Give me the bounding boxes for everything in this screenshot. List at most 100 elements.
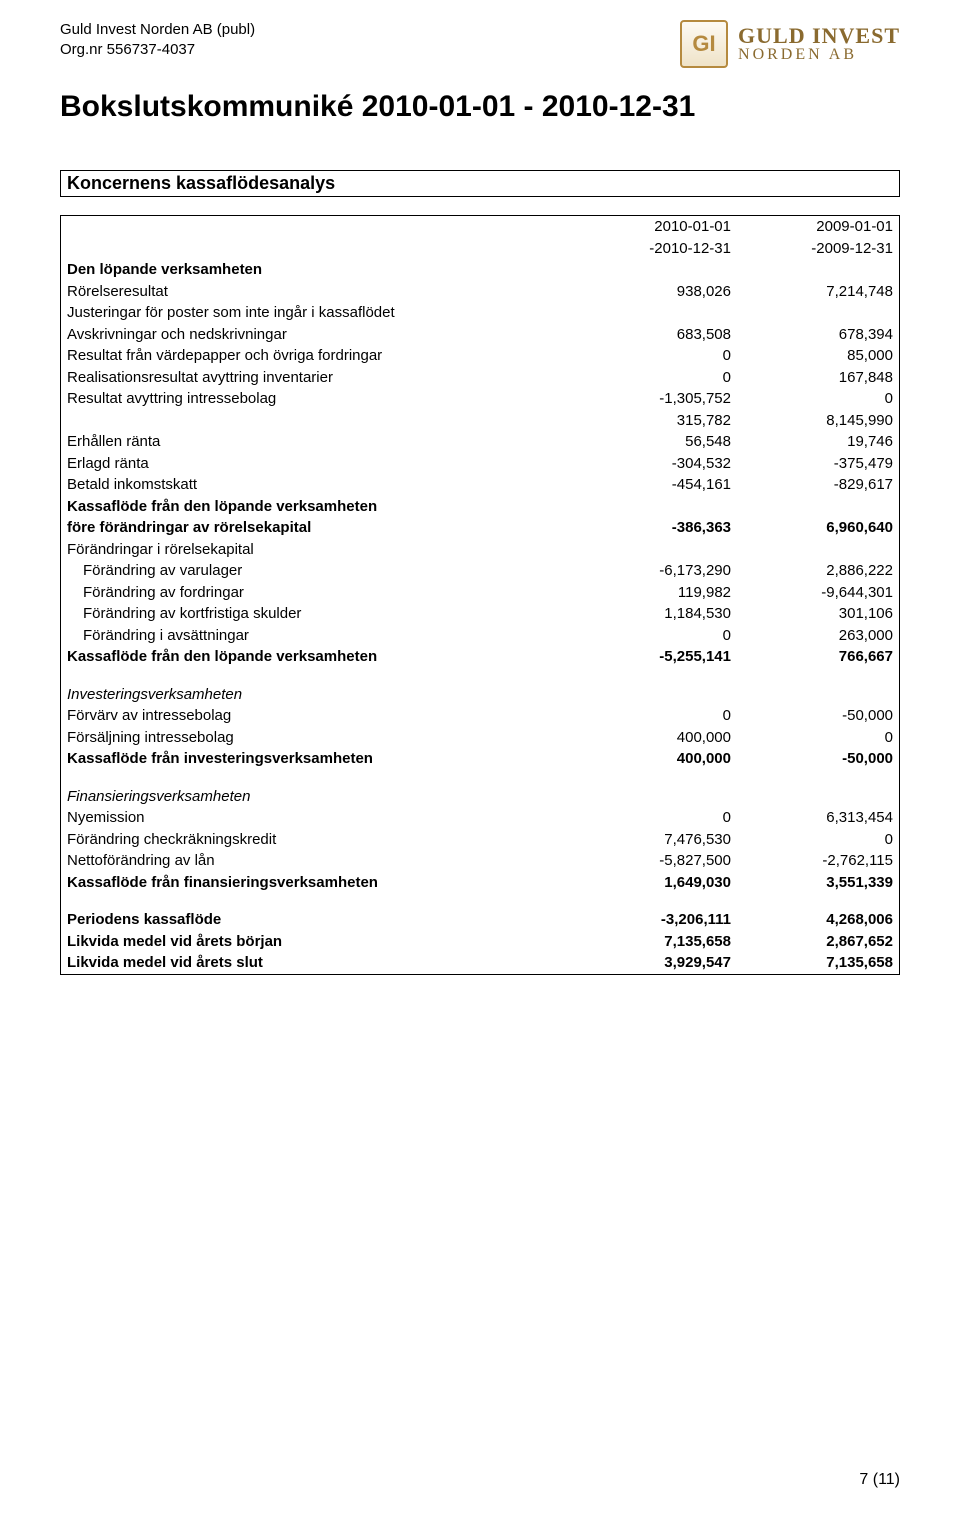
document-title: Bokslutskommuniké 2010-01-01 - 2010-12-3…	[60, 90, 900, 124]
row-value-col1: 0	[575, 807, 737, 829]
row-label: Rörelseresultat	[61, 281, 576, 303]
row-label: Erhållen ränta	[61, 431, 576, 453]
row-label: Förändring av kortfristiga skulder	[61, 603, 576, 625]
row-value-col1: 938,026	[575, 281, 737, 303]
table-header-blank	[61, 216, 576, 238]
row-value-col2	[737, 684, 900, 706]
row-value-col2	[737, 539, 900, 561]
row-value-col1: 400,000	[575, 748, 737, 770]
row-value-col1	[575, 496, 737, 518]
row-value-col2: 0	[737, 388, 900, 410]
row-value-col1: -304,532	[575, 453, 737, 475]
row-value-col1: 0	[575, 625, 737, 647]
row-value-col2: 6,313,454	[737, 807, 900, 829]
row-value-col1: -5,827,500	[575, 850, 737, 872]
row-label: Nettoförändring av lån	[61, 850, 576, 872]
row-value-col1: 7,476,530	[575, 829, 737, 851]
row-label: Likvida medel vid årets början	[61, 931, 576, 953]
row-value-col1: 0	[575, 705, 737, 727]
row-label: Realisationsresultat avyttring inventari…	[61, 367, 576, 389]
row-value-col2: 3,551,339	[737, 872, 900, 894]
row-value-col2: 7,214,748	[737, 281, 900, 303]
row-value-col2: 0	[737, 829, 900, 851]
page-header: Guld Invest Norden AB (publ) Org.nr 5567…	[60, 20, 900, 68]
row-value-col1	[575, 259, 737, 281]
row-value-col1	[575, 302, 737, 324]
row-label: Likvida medel vid årets slut	[61, 952, 576, 974]
row-label: Kassaflöde från den löpande verksamheten	[61, 496, 576, 518]
row-value-col2: -50,000	[737, 705, 900, 727]
row-label: Förändring i avsättningar	[61, 625, 576, 647]
row-label: Avskrivningar och nedskrivningar	[61, 324, 576, 346]
row-label: Periodens kassaflöde	[61, 909, 576, 931]
row-value-col2	[737, 302, 900, 324]
row-label: Förändring checkräkningskredit	[61, 829, 576, 851]
row-value-col2: 0	[737, 727, 900, 749]
row-value-col2: 263,000	[737, 625, 900, 647]
page-footer: 7 (11)	[859, 1471, 900, 1489]
row-value-col1: -6,173,290	[575, 560, 737, 582]
company-block: Guld Invest Norden AB (publ) Org.nr 5567…	[60, 20, 255, 61]
table-header-blank	[61, 238, 576, 260]
row-value-col2: 301,106	[737, 603, 900, 625]
row-label: Försäljning intressebolag	[61, 727, 576, 749]
row-label: Förändring av fordringar	[61, 582, 576, 604]
logo-emblem-icon: GI	[680, 20, 728, 68]
row-value-col1	[575, 539, 737, 561]
row-value-col1: 683,508	[575, 324, 737, 346]
org-number: Org.nr 556737-4037	[60, 40, 255, 60]
row-label: Förvärv av intressebolag	[61, 705, 576, 727]
row-value-col1: 56,548	[575, 431, 737, 453]
row-value-col1: -454,161	[575, 474, 737, 496]
row-value-col1: 119,982	[575, 582, 737, 604]
row-value-col2: 19,746	[737, 431, 900, 453]
row-label: Finansieringsverksamheten	[61, 786, 576, 808]
row-label: Resultat avyttring intressebolag	[61, 388, 576, 410]
row-value-col2	[737, 786, 900, 808]
row-value-col2: 167,848	[737, 367, 900, 389]
row-value-col2: 766,667	[737, 646, 900, 668]
spacer-row	[61, 668, 900, 684]
row-label: Justeringar för poster som inte ingår i …	[61, 302, 576, 324]
col1-header-b: -2010-12-31	[575, 238, 737, 260]
row-label: Kassaflöde från den löpande verksamheten	[61, 646, 576, 668]
spacer-row	[61, 770, 900, 786]
row-value-col1: 0	[575, 367, 737, 389]
page-number: 7	[859, 1471, 868, 1488]
row-value-col2: 4,268,006	[737, 909, 900, 931]
row-label: Kassaflöde från investeringsverksamheten	[61, 748, 576, 770]
logo-text-sub: NORDEN AB	[738, 47, 857, 64]
section-title: Koncernens kassaflödesanalys	[60, 170, 900, 197]
row-value-col2	[737, 259, 900, 281]
row-value-col2: 85,000	[737, 345, 900, 367]
row-value-col2: 7,135,658	[737, 952, 900, 974]
row-label: Förändringar i rörelsekapital	[61, 539, 576, 561]
row-label: Investeringsverksamheten	[61, 684, 576, 706]
row-label: Betald inkomstskatt	[61, 474, 576, 496]
col1-header-a: 2010-01-01	[575, 216, 737, 238]
row-value-col2: -829,617	[737, 474, 900, 496]
row-value-col2: 6,960,640	[737, 517, 900, 539]
company-name: Guld Invest Norden AB (publ)	[60, 20, 255, 40]
row-value-col1: -3,206,111	[575, 909, 737, 931]
page: Guld Invest Norden AB (publ) Org.nr 5567…	[0, 0, 960, 1513]
row-value-col1: -5,255,141	[575, 646, 737, 668]
row-label: Förändring av varulager	[61, 560, 576, 582]
row-value-col1	[575, 786, 737, 808]
row-value-col2: 2,886,222	[737, 560, 900, 582]
row-value-col2: -9,644,301	[737, 582, 900, 604]
row-value-col1: -386,363	[575, 517, 737, 539]
row-label: Den löpande verksamheten	[61, 259, 576, 281]
row-value-col2: -2,762,115	[737, 850, 900, 872]
row-value-col1: 315,782	[575, 410, 737, 432]
row-label: Nyemission	[61, 807, 576, 829]
cashflow-table: 2010-01-012009-01-01-2010-12-31-2009-12-…	[60, 215, 900, 975]
row-value-col1: -1,305,752	[575, 388, 737, 410]
logo-text-top: GULD INVEST	[738, 24, 900, 47]
row-value-col2	[737, 496, 900, 518]
row-value-col2: -50,000	[737, 748, 900, 770]
company-logo: GI GULD INVEST NORDEN AB	[680, 20, 900, 68]
row-label	[61, 410, 576, 432]
row-value-col1: 7,135,658	[575, 931, 737, 953]
row-value-col2: 2,867,652	[737, 931, 900, 953]
